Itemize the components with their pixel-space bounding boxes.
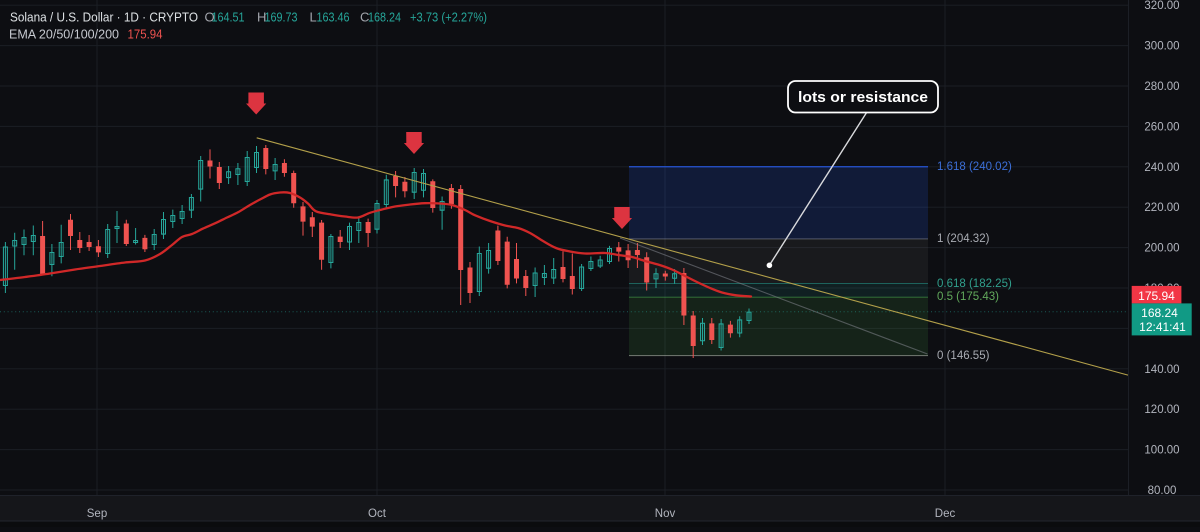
svg-text:0 (146.55): 0 (146.55) bbox=[937, 350, 990, 362]
svg-text:1 (204.32): 1 (204.32) bbox=[937, 233, 990, 245]
svg-text:Nov: Nov bbox=[655, 508, 676, 520]
svg-text:140.00: 140.00 bbox=[1144, 364, 1179, 376]
svg-text:168.24: 168.24 bbox=[1141, 306, 1178, 320]
svg-text:Sep: Sep bbox=[87, 508, 107, 520]
svg-text:0.5 (175.43): 0.5 (175.43) bbox=[937, 291, 999, 303]
svg-text:260.00: 260.00 bbox=[1144, 121, 1179, 133]
svg-text:Dec: Dec bbox=[935, 508, 956, 520]
svg-text:lots or resistance: lots or resistance bbox=[798, 89, 928, 106]
svg-text:300.00: 300.00 bbox=[1144, 41, 1179, 53]
svg-text:280.00: 280.00 bbox=[1144, 81, 1179, 93]
svg-text:Solana / U.S. Dollar · 1D · CR: Solana / U.S. Dollar · 1D · CRYPTO O164.5… bbox=[10, 10, 487, 25]
svg-text:0.618 (182.25): 0.618 (182.25) bbox=[937, 278, 1012, 290]
svg-text:80.00: 80.00 bbox=[1148, 485, 1177, 497]
svg-text:175.94: 175.94 bbox=[1138, 289, 1175, 303]
svg-text:220.00: 220.00 bbox=[1144, 202, 1179, 214]
svg-text:Oct: Oct bbox=[368, 508, 387, 520]
svg-text:120.00: 120.00 bbox=[1144, 404, 1179, 416]
svg-text:320.00: 320.00 bbox=[1144, 0, 1179, 12]
svg-text:240.00: 240.00 bbox=[1144, 162, 1179, 174]
svg-text:12:41:41: 12:41:41 bbox=[1139, 320, 1186, 334]
svg-text:200.00: 200.00 bbox=[1144, 243, 1179, 255]
svg-text:1.618 (240.02): 1.618 (240.02) bbox=[937, 161, 1012, 173]
svg-text:100.00: 100.00 bbox=[1144, 445, 1179, 457]
